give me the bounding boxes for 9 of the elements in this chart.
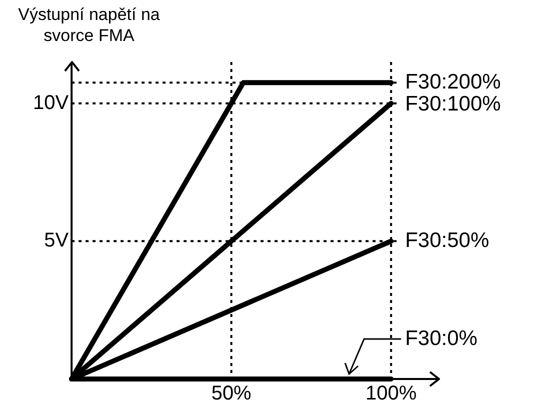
x-tick-label: 100% xyxy=(366,382,417,405)
series-label: F30:200% xyxy=(405,70,501,94)
y-axis-title: Výstupní napětí na svorce FMA xyxy=(17,4,161,46)
y-tick-label: 10V xyxy=(32,92,70,114)
series-label: F30:0% xyxy=(405,326,478,350)
series-label: F30:50% xyxy=(405,228,490,252)
x-tick-label: 50% xyxy=(211,382,252,405)
y-tick-label: 5V xyxy=(44,230,70,252)
series-label: F30:100% xyxy=(405,92,501,116)
